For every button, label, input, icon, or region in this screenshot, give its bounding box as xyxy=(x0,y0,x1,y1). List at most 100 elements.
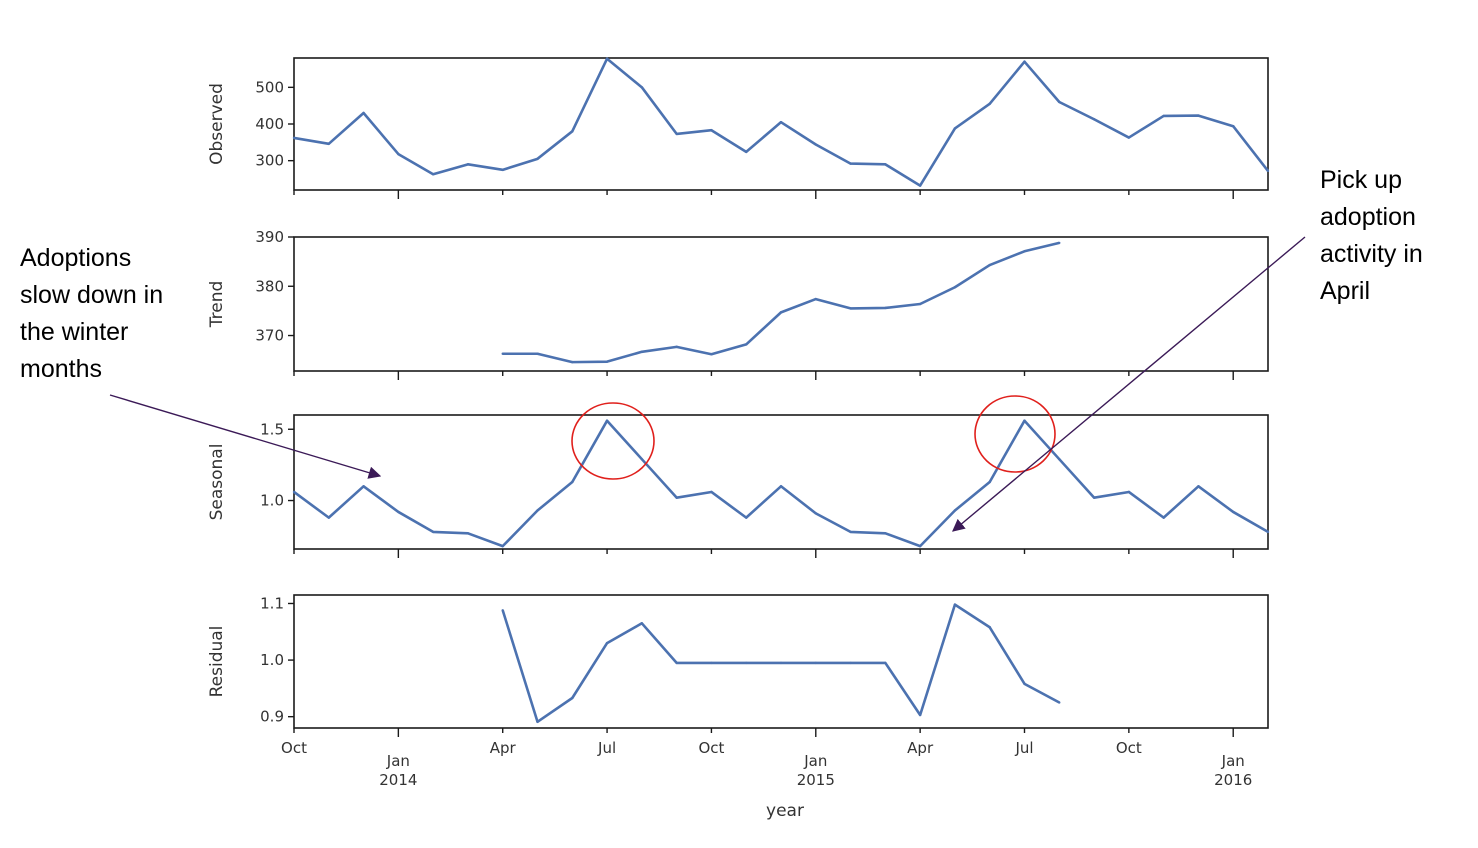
data-point xyxy=(571,130,574,133)
data-point xyxy=(501,168,504,172)
y-tick-label: 380 xyxy=(255,277,284,295)
data-point xyxy=(884,163,887,166)
panel-frame xyxy=(293,414,1269,550)
data-point xyxy=(536,720,539,723)
data-point xyxy=(362,111,365,115)
data-point xyxy=(1162,516,1165,519)
annotation-text: Adoptions slow down in the winter months xyxy=(20,244,163,383)
data-point xyxy=(953,286,957,289)
panel-observed: 300 400 500 Observed xyxy=(207,57,1270,199)
series-line-trend xyxy=(502,241,1060,364)
data-point xyxy=(745,150,748,154)
data-point xyxy=(536,509,539,512)
data-point xyxy=(292,136,296,140)
data-point xyxy=(1058,457,1061,461)
y-tick-label: 1.0 xyxy=(260,651,284,669)
data-point xyxy=(640,622,644,625)
data-point xyxy=(327,516,330,519)
data-point xyxy=(988,102,991,106)
x-tick-label: Jul xyxy=(1014,739,1033,757)
data-point xyxy=(1232,510,1235,514)
x-tick-label: Oct xyxy=(698,739,724,757)
data-point xyxy=(779,120,783,124)
data-point xyxy=(675,345,678,349)
y-axis-label: Residual xyxy=(207,626,227,698)
panel-frame xyxy=(293,594,1269,729)
data-point xyxy=(849,162,852,165)
data-point xyxy=(1058,100,1061,104)
data-point xyxy=(1266,169,1270,173)
data-point xyxy=(605,641,609,645)
y-tick-label: 500 xyxy=(255,78,284,96)
data-point xyxy=(1058,701,1061,704)
data-point xyxy=(571,360,574,364)
x-tick-label: Apr xyxy=(907,739,934,757)
data-point xyxy=(953,509,957,512)
peak-highlights xyxy=(571,395,1056,480)
data-point xyxy=(1023,60,1026,63)
data-point xyxy=(710,490,713,494)
y-tick-label: 390 xyxy=(255,228,284,246)
data-point xyxy=(1092,118,1096,121)
data-point xyxy=(1232,125,1235,128)
data-point xyxy=(362,485,365,488)
data-point xyxy=(1197,114,1200,117)
panel-frame xyxy=(293,57,1269,191)
data-point xyxy=(953,127,957,130)
y-tick-label: 1.0 xyxy=(260,492,284,510)
x-tick-year-label: 2014 xyxy=(379,771,417,789)
panel-trend: 370 380 390 Trend xyxy=(207,228,1269,380)
data-point xyxy=(1197,485,1200,488)
y-tick-label: 400 xyxy=(255,115,284,133)
data-point xyxy=(466,532,470,535)
y-tick-label: 1.1 xyxy=(260,594,284,612)
data-point xyxy=(814,661,817,665)
y-axis-label: Observed xyxy=(207,83,227,165)
x-tick-label: Jul xyxy=(597,739,616,757)
x-tick-year-label: 2016 xyxy=(1214,771,1252,789)
data-point xyxy=(918,302,922,306)
data-point xyxy=(814,512,817,515)
data-point xyxy=(501,352,504,355)
y-tick-label: 0.9 xyxy=(260,708,284,726)
data-point xyxy=(779,485,783,488)
data-point xyxy=(605,57,609,60)
data-point xyxy=(988,480,991,484)
data-point xyxy=(953,603,957,606)
data-point xyxy=(640,457,644,461)
peak-highlight-circle xyxy=(974,395,1056,473)
x-tick-label: Jan xyxy=(803,752,827,770)
data-point xyxy=(1266,530,1270,534)
annotations: Adoptions slow down in the winter months Pic… xyxy=(20,166,1423,532)
data-point xyxy=(918,544,922,548)
data-point xyxy=(1023,419,1026,422)
data-point xyxy=(710,353,713,356)
data-point xyxy=(675,661,678,665)
data-point xyxy=(814,297,817,301)
april-arrow xyxy=(952,236,1306,532)
data-point xyxy=(640,86,644,89)
data-point xyxy=(918,713,922,717)
x-tick-label: Oct xyxy=(1116,739,1142,757)
data-point xyxy=(884,532,887,535)
data-point xyxy=(431,530,435,534)
data-point xyxy=(675,496,678,499)
x-tick-label: Apr xyxy=(490,739,517,757)
data-point xyxy=(745,661,748,665)
data-point xyxy=(605,360,609,363)
data-point xyxy=(605,419,609,422)
data-point xyxy=(849,307,852,310)
data-point xyxy=(1023,250,1026,253)
data-point xyxy=(814,143,817,146)
y-tick-label: 1.5 xyxy=(260,420,284,438)
decomposition-panels: 300 400 500 Observed 370 380 390 Trend 1.0 1.5 Sea… xyxy=(207,57,1270,737)
data-point xyxy=(988,626,991,629)
data-point xyxy=(431,173,435,176)
x-tick-year-label: 2015 xyxy=(797,771,835,789)
data-point xyxy=(1162,114,1165,118)
x-tick-label: Jan xyxy=(386,752,410,770)
y-axis-label: Seasonal xyxy=(207,444,227,521)
panel-residual: 0.9 1.0 1.1 Residual xyxy=(207,594,1269,737)
